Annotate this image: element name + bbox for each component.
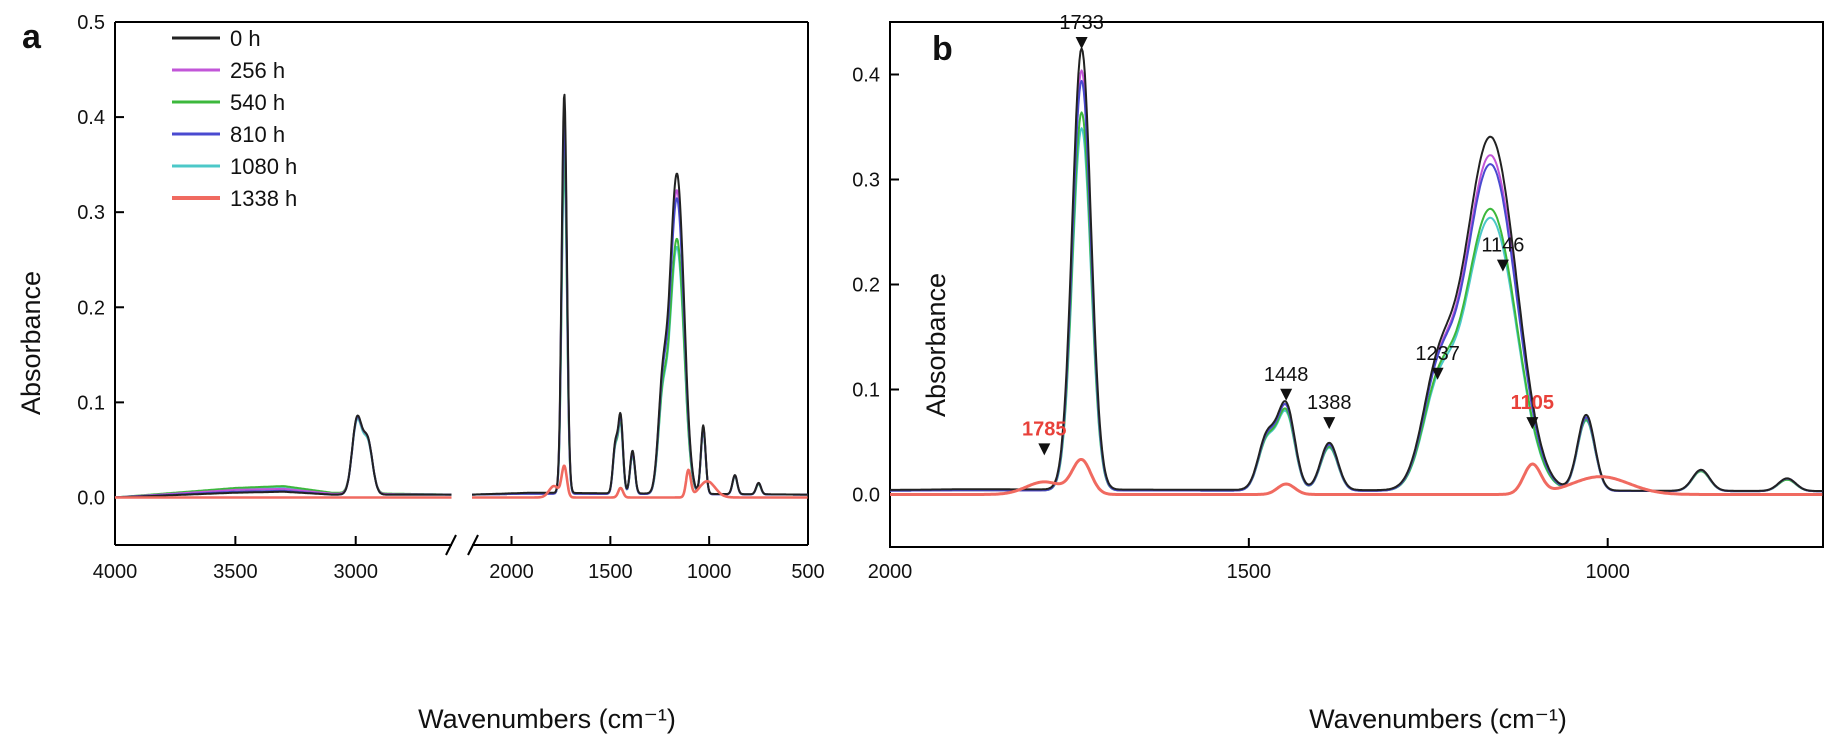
panel-a-series-line	[471, 151, 808, 496]
panel-a-series-line	[471, 93, 808, 496]
panel-a-series-line	[471, 123, 808, 496]
panel-b-y-tick-label: 0.1	[852, 380, 880, 402]
panel-a-x-tick-label: 3000	[333, 561, 378, 583]
panel-a-y-tick-label: 0.2	[77, 297, 105, 319]
panel-b-series-line	[889, 458, 1823, 496]
panel-b-peak-marker	[1075, 37, 1088, 49]
panel-b-y-tick-label: 0.4	[852, 65, 880, 87]
panel-b-label: b	[932, 30, 953, 68]
panel-b-ylabel: Absorbance	[921, 273, 951, 417]
panel-a-legend-label: 1338 h	[230, 186, 297, 211]
panel-b-frame	[889, 21, 1824, 548]
panel-a-series-line	[471, 165, 808, 496]
panel-a-y-tick-label: 0.4	[77, 107, 105, 129]
panel-a-series-line	[114, 414, 452, 499]
panel-b-peak-marker	[1431, 367, 1444, 380]
panel-b-y-tick-label: 0.2	[852, 275, 880, 297]
panel-a-x-tick-label: 4000	[93, 561, 138, 583]
panel-a-x-tick-label: 500	[791, 561, 824, 583]
panel-b-peak-marker	[1038, 443, 1051, 456]
panel-b-peak-label: 1105	[1511, 392, 1554, 414]
panel-b-y-tick-label: 0.0	[852, 485, 880, 507]
panel-a-series-line	[471, 113, 808, 496]
panel-a-x-tick-label: 1500	[588, 561, 633, 583]
panel-a-plot: 0.0 0.1 0.2 0.3 0.4 0.5 4000 3500 3000 2000 1500 10…	[77, 12, 825, 583]
panel-b-x-tick-label: 1000	[1585, 561, 1630, 583]
panel-b-x-tick-label: 2000	[868, 561, 913, 583]
panel-a-ylabel: Absorbance	[16, 271, 46, 415]
panel-a-x-tick-label: 2000	[489, 561, 534, 583]
panel-a-series-line	[471, 464, 809, 499]
panel-a-legend-label: 1080 h	[230, 154, 297, 179]
panel-a-y-tick-label: 0.0	[77, 487, 105, 509]
panel-b-peak-label: 1237	[1415, 343, 1460, 365]
panel-b-plot: 0.0 0.1 0.2 0.3 0.4 2000 1500 1000 1733 1448 1388 1…	[852, 12, 1824, 583]
panel-a-y-tick-label: 0.5	[77, 12, 105, 34]
panel-b-peak-marker	[1496, 259, 1509, 272]
panel-b-peak-label: 1146	[1481, 235, 1524, 257]
panel-a-y-tick-label: 0.3	[77, 202, 105, 224]
panel-a-x-tick-label: 3500	[213, 561, 258, 583]
panel-b-xlabel: Wavenumbers (cm⁻¹)	[1309, 704, 1567, 734]
panel-a-axis-break-mark	[467, 534, 479, 556]
panel-a-xlabel: Wavenumbers (cm⁻¹)	[418, 704, 676, 734]
panel-b-peak-label: 1448	[1264, 364, 1309, 386]
panel-a-x-tick-label: 1000	[687, 561, 732, 583]
panel-a-legend-label: 0 h	[230, 26, 261, 51]
panel-a-legend-label: 256 h	[230, 58, 285, 83]
panel-b-peak-label: 1785	[1022, 418, 1067, 440]
panel-a-axis-break-mark	[445, 534, 457, 556]
panel-b-peak-label: 1388	[1307, 392, 1352, 414]
panel-b-peak-label: 1733	[1059, 12, 1104, 34]
panel-a-label: a	[22, 18, 42, 56]
panel-a-y-tick-label: 0.1	[77, 392, 105, 414]
panel-b-peak-marker	[1323, 417, 1336, 430]
panel-b-x-tick-label: 1500	[1227, 561, 1272, 583]
panel-b-peak-marker	[1526, 417, 1539, 430]
panel-b-peak-marker	[1280, 388, 1293, 401]
panel-a-legend-label: 810 h	[230, 122, 285, 147]
panel-a-legend-label: 540 h	[230, 90, 285, 115]
panel-b-series-line	[890, 47, 1823, 492]
panel-a-series-line	[114, 416, 452, 499]
panel-b-y-tick-label: 0.3	[852, 170, 880, 192]
